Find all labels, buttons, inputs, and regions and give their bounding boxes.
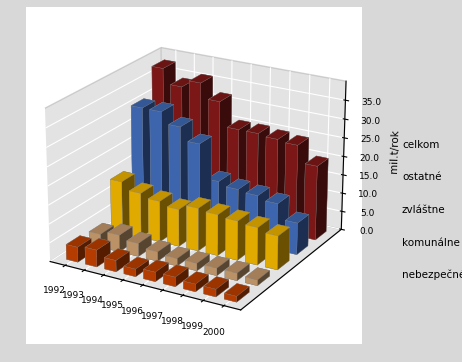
- Text: nebezpečné: nebezpečné: [402, 270, 462, 281]
- Text: celkom: celkom: [402, 140, 439, 150]
- Text: komunálne: komunálne: [402, 237, 460, 248]
- Text: zvláštne: zvláštne: [402, 205, 445, 215]
- Text: ostatné: ostatné: [402, 172, 441, 182]
